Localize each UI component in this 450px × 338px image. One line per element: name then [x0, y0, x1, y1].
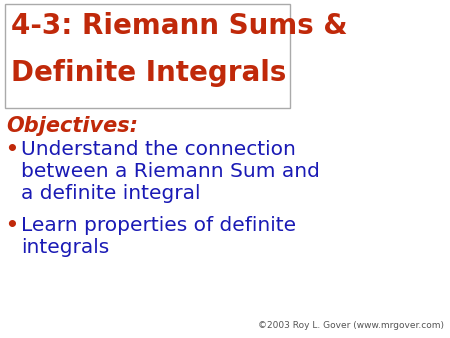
Text: Learn properties of definite: Learn properties of definite — [21, 216, 296, 235]
Text: a definite integral: a definite integral — [21, 184, 201, 203]
Text: •: • — [5, 216, 18, 235]
Text: •: • — [5, 140, 18, 159]
Text: between a Riemann Sum and: between a Riemann Sum and — [21, 162, 320, 181]
Text: integrals: integrals — [21, 238, 109, 257]
Bar — [5, 4, 290, 108]
Text: Understand the connection: Understand the connection — [21, 140, 296, 159]
Text: ©2003 Roy L. Gover (www.mrgover.com): ©2003 Roy L. Gover (www.mrgover.com) — [258, 321, 444, 330]
Text: Definite Integrals: Definite Integrals — [11, 59, 286, 87]
Text: 4-3: Riemann Sums &: 4-3: Riemann Sums & — [11, 12, 347, 40]
Text: Objectives:: Objectives: — [6, 116, 138, 136]
